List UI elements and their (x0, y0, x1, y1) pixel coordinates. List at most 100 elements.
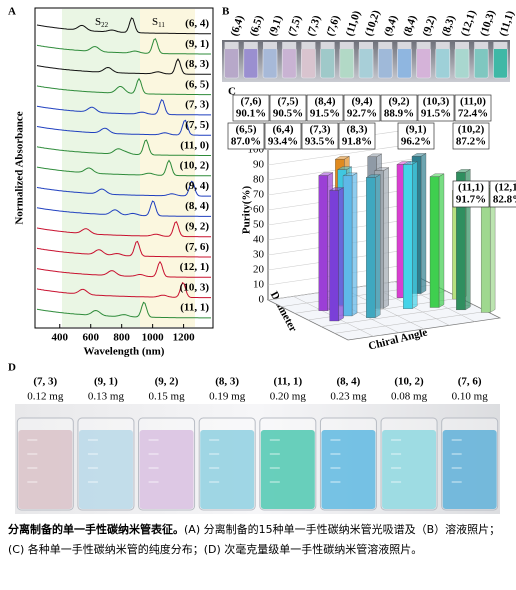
beaker-solution (139, 430, 194, 509)
vial-cap (359, 42, 373, 49)
label-box (452, 122, 490, 150)
spectrum-label: (9, 1) (185, 38, 209, 50)
x-tick-label: 800 (113, 332, 130, 344)
vial-cap (282, 42, 297, 49)
spectrum-label: (6, 5) (185, 78, 209, 90)
s22-label: S22 (95, 16, 109, 29)
vial-label: (11,1) (497, 9, 516, 38)
caption-title: 分离制备的单一手性碳纳米管表征。 (8, 523, 184, 536)
vial-cap (320, 42, 335, 49)
beaker-solution (200, 430, 255, 509)
s11-label: S11 (152, 16, 165, 29)
mass-label: 0.08 mg (391, 391, 428, 403)
spectrum (36, 159, 211, 177)
z-tick-label: 0 (259, 294, 265, 306)
bar-side (412, 161, 418, 310)
bar-side (351, 172, 358, 317)
vial (243, 47, 259, 79)
beaker-solution (321, 430, 376, 509)
z-tick-label: 20 (253, 264, 265, 276)
spectrum-label: (9, 4) (185, 180, 209, 192)
beaker-solution (78, 430, 133, 509)
chirality-label: (6,5) (235, 124, 256, 136)
vial-label: (6,5) (248, 14, 266, 38)
purity-label: 91.5% (310, 108, 340, 120)
beaker-solution (442, 430, 497, 509)
z-tick-label: 60 (253, 204, 265, 216)
purity-label: 90.5% (273, 108, 303, 120)
chirality-label: (8, 3) (215, 376, 239, 388)
panel-label: B (222, 6, 230, 18)
chirality-label: (11, 1) (273, 376, 302, 388)
vial (339, 47, 355, 79)
spectrum (36, 77, 211, 96)
beaker-solution (18, 430, 73, 509)
spectrum (36, 221, 211, 238)
chirality-label: (9,4) (351, 96, 372, 108)
s11-text: S (152, 16, 158, 28)
spectrum (36, 119, 211, 136)
vial (493, 47, 508, 79)
vial (224, 47, 239, 79)
beaker-solution (260, 430, 315, 509)
s11-sub: 11 (158, 21, 165, 29)
s22-text: S (95, 16, 101, 28)
chirality-label: (7,6) (240, 96, 261, 108)
vial-label: (6,4) (228, 14, 246, 38)
beakers-group: (7, 3) 0.12 mg (9, 1) 0.13 mg (9, 2) 0.15 mg (… (16, 376, 499, 511)
purity-label: 96.2% (401, 136, 431, 148)
label-box (269, 94, 307, 122)
z-tick-label: 10 (253, 279, 265, 291)
mass-label: 0.12 mg (27, 391, 64, 403)
vial (281, 47, 297, 79)
x-tick-label: 1200 (173, 332, 196, 344)
z-tick-label: 30 (253, 249, 265, 261)
spectrum-label: (10, 3) (180, 281, 210, 293)
spectrum-label: (9, 2) (185, 221, 209, 233)
spectrum (36, 38, 211, 55)
vial-label: (10,3) (478, 8, 498, 37)
vial-cap (243, 42, 258, 49)
beaker-solution (382, 430, 437, 509)
chirality-label: (7,5) (277, 96, 298, 108)
chirality-label: (11,0) (460, 96, 486, 108)
purity-chart: 0102030405060708090100(7,6)90.1%(7,5)90.… (227, 94, 516, 341)
spectrum-label: (11, 1) (180, 302, 209, 314)
panel-label: C (228, 86, 236, 98)
panel-label: A (8, 6, 16, 18)
chirality-label: (9,1) (405, 124, 426, 136)
chirality-label: (8,3) (346, 124, 367, 136)
z-tick-label: 80 (253, 174, 265, 186)
mass-label: 0.20 mg (270, 391, 307, 403)
chirality-label: (9,2) (388, 96, 409, 108)
mass-label: 0.23 mg (330, 391, 367, 403)
spectrum-label: (8, 3) (185, 58, 209, 70)
z-tick-label: 50 (253, 219, 265, 231)
chirality-label: (8, 4) (337, 376, 361, 388)
vial-label: (12,1) (459, 8, 479, 37)
z-tick-label: 40 (253, 234, 265, 246)
bar-side (338, 187, 344, 322)
spectrum-label: (6, 4) (185, 18, 209, 30)
purity-label: 82.8% (493, 194, 516, 206)
label-box (301, 122, 339, 150)
label-box (397, 122, 435, 150)
bar (342, 175, 353, 317)
vials-group: (6,4) (6,5) (9,1) (7,5) (7,3) (7,6) (11,0) (10,… (224, 8, 516, 79)
bar (366, 177, 376, 318)
vial-label: (7,3) (305, 14, 323, 38)
vial (320, 47, 335, 79)
purity-label: 87.0% (231, 136, 261, 148)
vial (262, 47, 278, 79)
spectrum (36, 58, 211, 75)
chirality-label: (7, 6) (458, 376, 482, 388)
label-box (338, 122, 376, 150)
vial (358, 47, 374, 79)
spectrum-label: (8, 4) (185, 200, 209, 212)
vial (397, 47, 412, 79)
purity-label: 88.9% (384, 108, 414, 120)
label-box (227, 122, 265, 150)
label-box (343, 94, 381, 122)
vial (435, 47, 451, 79)
x-tick-label: 600 (82, 332, 99, 344)
